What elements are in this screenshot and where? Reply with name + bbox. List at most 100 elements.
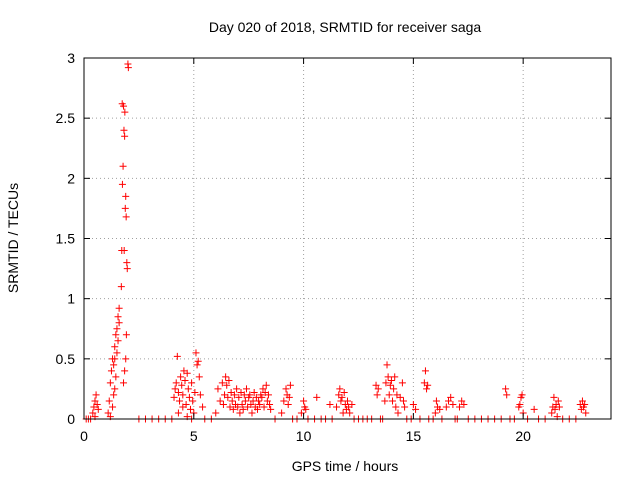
data-point <box>114 313 122 321</box>
plot-frame <box>83 57 612 420</box>
data-point <box>199 403 207 411</box>
data-point <box>302 405 310 413</box>
data-point <box>247 401 255 409</box>
data-point <box>578 397 586 405</box>
data-point <box>177 373 185 381</box>
data-point <box>449 401 457 409</box>
data-point <box>432 397 440 405</box>
data-point <box>120 247 128 255</box>
data-point <box>173 352 181 360</box>
data-point <box>374 385 382 393</box>
data-point <box>396 393 404 401</box>
data-point <box>214 385 222 393</box>
data-point <box>336 385 344 393</box>
data-point <box>185 393 193 401</box>
data-point <box>114 337 122 345</box>
data-points <box>82 60 590 423</box>
data-point <box>338 393 346 401</box>
y-tick-label: 2.5 <box>56 110 76 126</box>
data-point <box>230 391 238 399</box>
grid <box>84 58 611 419</box>
data-point <box>106 379 114 387</box>
data-point <box>122 192 130 200</box>
data-point <box>121 367 129 375</box>
data-point <box>264 391 272 399</box>
data-point <box>455 403 463 411</box>
data-point <box>228 397 236 405</box>
data-point <box>530 405 538 413</box>
data-point <box>216 397 224 405</box>
data-point <box>381 397 389 405</box>
data-point <box>186 405 194 413</box>
data-point <box>112 331 120 339</box>
data-point <box>340 389 348 397</box>
x-tick-label: 10 <box>296 428 312 444</box>
data-point <box>386 381 394 389</box>
axis-ticks <box>83 57 611 420</box>
data-point <box>246 391 254 399</box>
data-point <box>110 391 118 399</box>
data-point <box>503 391 511 399</box>
data-point <box>236 409 244 417</box>
data-point <box>551 405 559 413</box>
data-point <box>189 397 197 405</box>
x-axis-title: GPS time / hours <box>292 458 399 474</box>
data-point <box>120 126 128 134</box>
y-tick-label: 1.5 <box>56 231 76 247</box>
data-point <box>284 401 292 409</box>
data-point <box>431 409 439 417</box>
data-point <box>447 393 455 401</box>
data-point <box>387 376 395 384</box>
data-point <box>194 357 202 365</box>
y-tick-label: 0.5 <box>56 351 76 367</box>
data-point <box>179 403 187 411</box>
data-point <box>412 405 420 413</box>
data-point <box>255 397 263 405</box>
y-tick-label: 3 <box>67 50 75 66</box>
data-point <box>174 389 182 397</box>
data-point <box>282 385 290 393</box>
data-point <box>181 376 189 384</box>
data-point <box>385 391 393 399</box>
data-point <box>119 162 127 170</box>
data-point <box>516 401 524 409</box>
data-point <box>390 385 398 393</box>
data-point <box>107 367 115 375</box>
data-point <box>183 369 191 377</box>
data-point <box>344 397 351 405</box>
data-point <box>112 373 120 381</box>
data-point <box>263 397 271 405</box>
data-point <box>401 403 409 411</box>
data-point <box>105 397 113 405</box>
data-point <box>172 379 180 387</box>
data-point <box>113 325 121 333</box>
data-point <box>445 397 453 405</box>
y-axis-title: SRMTID / TECUs <box>5 183 21 293</box>
data-point <box>174 409 182 417</box>
data-point <box>223 381 231 389</box>
x-tick-label: 15 <box>406 428 422 444</box>
data-point <box>460 401 468 409</box>
data-point <box>582 409 590 417</box>
data-point <box>118 100 126 108</box>
data-point <box>286 381 294 389</box>
x-tick-label: 5 <box>190 428 198 444</box>
data-point <box>212 409 220 417</box>
data-point <box>196 391 204 399</box>
data-point <box>111 343 119 351</box>
data-point <box>122 331 130 339</box>
data-point <box>253 405 261 413</box>
data-point <box>222 373 230 381</box>
data-point <box>339 409 347 417</box>
data-point <box>382 379 390 387</box>
data-point <box>124 64 132 72</box>
data-point <box>398 379 406 387</box>
data-point <box>111 385 119 393</box>
data-point <box>192 349 200 357</box>
data-point <box>421 367 429 375</box>
data-point <box>266 401 274 409</box>
data-point <box>300 397 308 405</box>
data-point <box>184 385 192 393</box>
data-point <box>391 373 399 381</box>
data-point <box>93 401 101 409</box>
